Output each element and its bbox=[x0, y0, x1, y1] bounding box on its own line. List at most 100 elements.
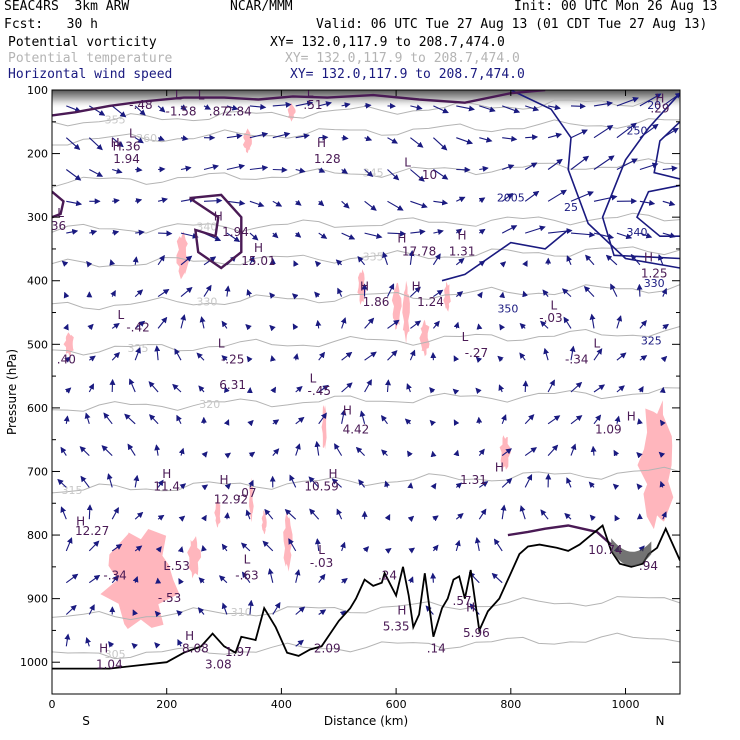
y-tick-label: 200 bbox=[27, 148, 48, 161]
wind-vector bbox=[154, 345, 161, 361]
wind-vector bbox=[66, 105, 82, 113]
pv-extremum-mark: H bbox=[343, 403, 352, 417]
theta-contour-label: 355 bbox=[105, 114, 126, 127]
pv-extremum-mark: H bbox=[627, 410, 636, 424]
wind-vector bbox=[410, 137, 424, 148]
wind-vector bbox=[593, 384, 606, 393]
wind-vector bbox=[525, 105, 540, 112]
wind-vector bbox=[61, 260, 69, 267]
wind-speed-label: 25 bbox=[564, 201, 578, 214]
wind-vector bbox=[111, 137, 124, 148]
field-name-theta: Potential temperature bbox=[8, 51, 173, 66]
wind-vector bbox=[616, 158, 638, 170]
wind-vector bbox=[318, 412, 327, 425]
wind-vector bbox=[131, 642, 138, 650]
wind-vector bbox=[563, 316, 572, 329]
pv-extremum-mark: H bbox=[412, 279, 421, 293]
wind-vector bbox=[433, 137, 448, 151]
x-tick-label: 600 bbox=[386, 698, 407, 711]
wind-vector bbox=[658, 254, 664, 265]
y-axis-label: Pressure (hPa) bbox=[5, 349, 19, 435]
wind-vector bbox=[63, 323, 69, 331]
wind-vector bbox=[433, 199, 449, 206]
wind-vector bbox=[452, 388, 460, 395]
wind-vector bbox=[317, 200, 325, 207]
pv-value-label: 1.86 bbox=[363, 295, 390, 309]
pv-value-label: 11.4 bbox=[153, 480, 180, 494]
wind-vector bbox=[501, 477, 513, 488]
theta-contour bbox=[52, 212, 680, 234]
wind-vector bbox=[456, 137, 474, 145]
pv-extremum-mark: L bbox=[175, 89, 182, 103]
wind-vector bbox=[491, 572, 503, 584]
wind-vector bbox=[157, 105, 166, 113]
wind-vector bbox=[570, 155, 590, 170]
wind-vector bbox=[455, 482, 463, 489]
wind-vector bbox=[658, 451, 666, 459]
wind-vector bbox=[178, 447, 185, 456]
wind-vector bbox=[639, 232, 653, 239]
endpoint-right: N bbox=[656, 714, 665, 728]
wind-vector bbox=[66, 228, 79, 235]
y-tick-label: 1000 bbox=[20, 656, 48, 669]
wind-vector bbox=[479, 105, 496, 113]
wind-vector bbox=[497, 355, 504, 362]
wind-vector bbox=[86, 504, 93, 520]
theta-contour-label: 320 bbox=[199, 398, 220, 411]
wind-vector bbox=[314, 440, 321, 456]
wind-vector bbox=[639, 355, 648, 362]
wind-speed-contour bbox=[636, 184, 680, 237]
wind-vector bbox=[241, 571, 251, 584]
field-name-wind: Horizontal wind speed bbox=[8, 67, 173, 82]
wind-vector bbox=[247, 599, 254, 615]
wind-vector bbox=[157, 514, 165, 521]
pv-value-label: 3.08 bbox=[205, 658, 232, 672]
valid-time: Valid: 06 UTC Tue 27 Aug 13 (01 CDT Tue … bbox=[316, 17, 708, 32]
wind-vector bbox=[662, 165, 678, 172]
wind-vector bbox=[660, 355, 668, 363]
pv-shaded-region bbox=[402, 280, 410, 344]
wind-vector bbox=[593, 100, 613, 107]
wind-vector bbox=[387, 319, 400, 329]
wind-vector bbox=[135, 229, 145, 236]
pv-extremum-mark: H bbox=[317, 136, 326, 150]
wind-vector bbox=[101, 445, 113, 456]
plot-frame bbox=[51, 89, 681, 695]
pv-value-label: 1.04 bbox=[96, 658, 123, 672]
wind-vector bbox=[149, 414, 159, 425]
wind-vector bbox=[226, 199, 246, 206]
wind-vector bbox=[340, 409, 347, 424]
pv-shaded-region bbox=[214, 497, 221, 528]
wind-vector bbox=[64, 387, 72, 394]
wind-vector bbox=[475, 356, 483, 363]
wind-vector bbox=[612, 483, 620, 490]
wind-vector bbox=[364, 379, 372, 393]
wind-vector bbox=[570, 231, 596, 238]
pv-value-label: -.45 bbox=[308, 384, 331, 398]
y-tick-label: 400 bbox=[27, 275, 48, 288]
wind-vector bbox=[246, 289, 253, 297]
wind-vector bbox=[499, 291, 505, 299]
pv-value-label: 12.27 bbox=[75, 524, 109, 538]
wind-vector bbox=[295, 606, 306, 615]
wind-vector bbox=[409, 349, 416, 361]
wind-vector bbox=[547, 189, 567, 202]
wind-vector bbox=[570, 191, 594, 202]
y-tick-label: 800 bbox=[27, 529, 48, 542]
wind-vector bbox=[430, 450, 437, 458]
wind-vector bbox=[593, 348, 603, 361]
pv-extremum-mark: H bbox=[655, 92, 664, 106]
wind-vector bbox=[433, 169, 449, 180]
wind-vector bbox=[180, 255, 193, 266]
wind-vector bbox=[201, 484, 209, 491]
wind-vector bbox=[272, 131, 291, 139]
wind-vector bbox=[570, 103, 586, 110]
wind-vector bbox=[203, 164, 219, 171]
pv-extremum-mark: L bbox=[244, 553, 251, 567]
wind-vector bbox=[381, 414, 388, 425]
wind-vector bbox=[308, 476, 320, 488]
wind-vector bbox=[88, 383, 94, 393]
wind-vector bbox=[340, 541, 346, 552]
wind-vector bbox=[295, 416, 305, 425]
wind-vector bbox=[111, 351, 120, 361]
